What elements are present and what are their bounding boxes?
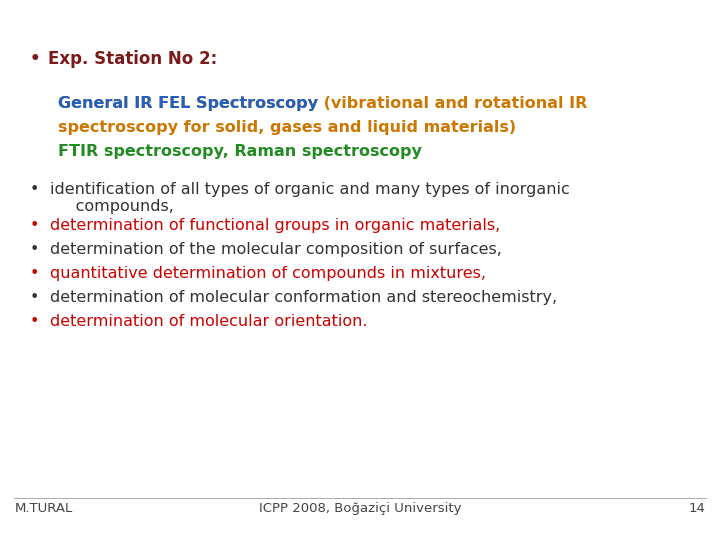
Text: •: • (30, 50, 40, 68)
Text: General IR FEL Spectroscopy: General IR FEL Spectroscopy (58, 96, 318, 111)
Text: determination of the molecular composition of surfaces,: determination of the molecular compositi… (50, 242, 502, 257)
Text: Exp. Station No 2:: Exp. Station No 2: (48, 50, 217, 68)
Text: •: • (30, 314, 40, 329)
Text: identification of all types of organic and many types of inorganic
     compound: identification of all types of organic a… (50, 182, 570, 214)
Text: determination of molecular conformation and stereochemistry,: determination of molecular conformation … (50, 290, 557, 305)
Text: •: • (30, 182, 40, 197)
Text: •: • (30, 242, 40, 257)
Text: determination of functional groups in organic materials,: determination of functional groups in or… (50, 218, 500, 233)
Text: •: • (30, 266, 40, 281)
Text: spectroscopy for solid, gases and liquid materials): spectroscopy for solid, gases and liquid… (58, 120, 516, 135)
Text: determination of molecular orientation.: determination of molecular orientation. (50, 314, 367, 329)
Text: 14: 14 (688, 502, 705, 515)
Text: •: • (30, 290, 40, 305)
Text: ICPP 2008, Boğaziçi University: ICPP 2008, Boğaziçi University (258, 502, 462, 515)
Text: quantitative determination of compounds in mixtures,: quantitative determination of compounds … (50, 266, 486, 281)
Text: •: • (30, 218, 40, 233)
Text: M.TURAL: M.TURAL (15, 502, 73, 515)
Text: FTIR spectroscopy, Raman spectroscopy: FTIR spectroscopy, Raman spectroscopy (58, 144, 422, 159)
Text: General IR FEL Spectroscopy (vibrational and rotational IR: General IR FEL Spectroscopy (vibrational… (58, 96, 588, 111)
